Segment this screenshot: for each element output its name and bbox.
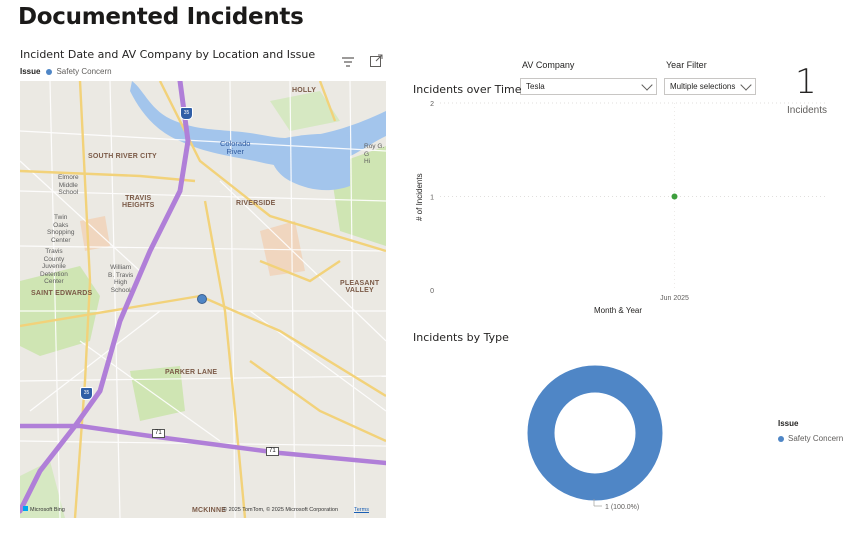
map-label-mckinney: MCKINNE	[192, 507, 227, 514]
map-label-roy-g: Roy G. G Hi	[364, 143, 385, 165]
map-legend-item-safety-concern: Safety Concern	[56, 67, 112, 76]
filter-icon[interactable]	[341, 55, 355, 69]
interstate-35-shield-top: 35	[180, 107, 193, 120]
line-chart-title: Incidents over Time	[413, 83, 522, 96]
map-base	[20, 81, 386, 518]
map-legend-title: Issue	[20, 67, 41, 76]
line-chart-x-tick-label: Jun 2025	[660, 295, 689, 302]
highway-71-shield-left: 71	[152, 429, 165, 438]
incidents-card-label: Incidents	[787, 105, 828, 116]
line-chart-y-tick-label: 2	[430, 101, 434, 108]
map-label-colorado-river: Colorado River	[220, 139, 251, 156]
map-label-twin-oaks: Twin Oaks Shopping Center	[47, 214, 75, 244]
year-filter-selected-value: Multiple selections	[670, 82, 736, 91]
map-label-elmore: Elmore Middle School	[58, 174, 79, 196]
donut-chart-title: Incidents by Type	[413, 331, 509, 344]
line-chart-y-tick-label: 1	[430, 195, 434, 202]
donut-legend-item[interactable]: Safety Concern	[778, 434, 843, 443]
map-label-william-b: William B. Travis High School	[108, 264, 134, 294]
legend-marker-safety-concern	[778, 435, 784, 442]
av-company-selected-value: Tesla	[526, 82, 545, 91]
chevron-down-icon	[740, 78, 752, 91]
interstate-35-shield-bottom: 35	[80, 387, 93, 400]
line-chart-data-point[interactable]	[671, 193, 678, 200]
legend-marker-safety-concern	[46, 68, 53, 75]
donut-legend-title-text: Issue	[778, 419, 799, 428]
map-canvas[interactable]: HOLLY SOUTH RIVER CITY TRAVIS HEIGHTS RI…	[20, 81, 386, 518]
focus-mode-icon[interactable]	[369, 54, 383, 68]
incidents-card-value: 1	[795, 62, 817, 102]
av-company-slicer-label: AV Company	[522, 60, 575, 70]
map-label-travis-county: Travis County Juvenile Detention Center	[40, 248, 68, 285]
map-footer-brand-text: Microsoft Bing	[30, 507, 65, 513]
line-chart-x-axis-title: Month & Year	[594, 306, 642, 315]
map-visual-title: Incident Date and AV Company by Location…	[20, 48, 316, 61]
av-company-dropdown[interactable]: Tesla	[520, 78, 657, 95]
map-label-saint-edwards: SAINT EDWARDS	[31, 290, 93, 297]
map-label-riverside: RIVERSIDE	[236, 200, 276, 207]
map-footer-copyright: © 2025 TomTom, © 2025 Microsoft Corporat…	[223, 507, 339, 513]
map-label-south-river-city: SOUTH RIVER CITY	[88, 153, 157, 160]
line-chart-y-tick-label: 0	[430, 288, 434, 295]
line-chart-y-axis-title: # of Incidents	[415, 173, 424, 221]
map-label-travis-heights: TRAVIS HEIGHTS	[122, 195, 155, 209]
donut-chart: 1 (100.0%)	[527, 365, 663, 511]
donut-legend-item-label: Safety Concern	[788, 434, 844, 443]
map-terms-link[interactable]: Terms	[354, 507, 369, 513]
chevron-down-icon	[641, 78, 653, 91]
map-label-pleasant-valley: PLEASANT VALLEY	[340, 280, 380, 294]
page-title: Documented Incidents	[18, 4, 304, 30]
donut-legend-title: Issue	[778, 419, 800, 428]
year-filter-slicer-label: Year Filter	[666, 60, 707, 70]
highway-71-shield-right: 71	[266, 447, 279, 456]
map-footer-brand: Microsoft Bing	[23, 506, 65, 513]
line-chart: # of Incidents Month & Year 0 1 2 Jun 2025	[415, 101, 825, 315]
donut-slice-safety-concern[interactable]	[527, 365, 663, 501]
donut-data-label: 1 (100.0%)	[605, 504, 639, 511]
map-label-parker-lane: PARKER LANE	[165, 369, 218, 376]
year-filter-dropdown[interactable]: Multiple selections	[664, 78, 756, 95]
microsoft-logo-icon	[23, 506, 28, 511]
map-label-holly: HOLLY	[292, 87, 317, 94]
map-legend: Issue Safety Concern	[20, 67, 112, 76]
